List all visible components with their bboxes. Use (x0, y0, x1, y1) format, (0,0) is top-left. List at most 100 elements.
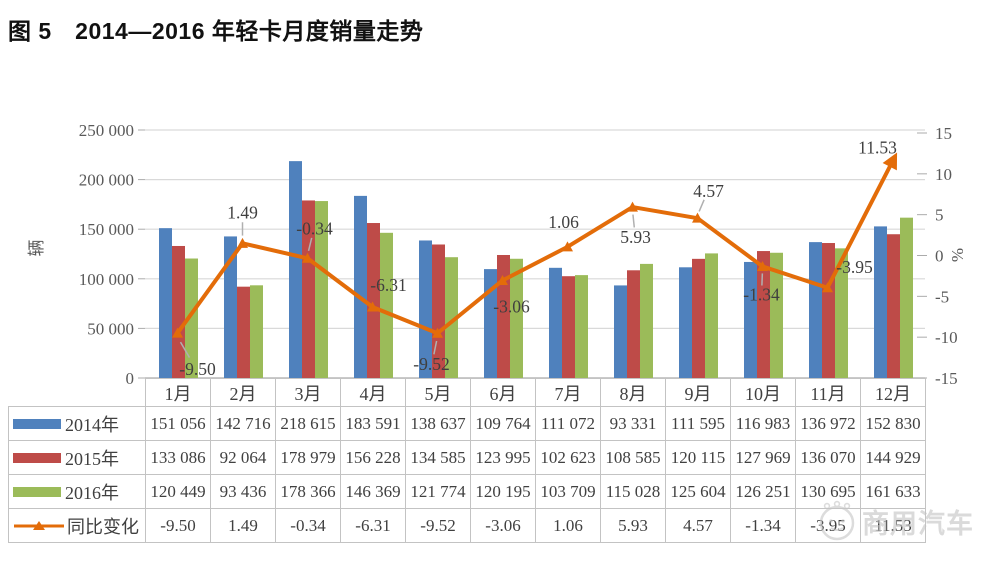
bar-2016年 (250, 285, 263, 378)
value-cell: 138 637 (405, 406, 471, 441)
value-cell: 93 436 (210, 474, 276, 509)
value-cell: 136 070 (795, 440, 861, 475)
table-corner-blank (9, 379, 146, 407)
legend-cell: 2015年 (8, 440, 146, 475)
bar-2015年 (237, 286, 250, 378)
month-header-cell: 6月 (470, 378, 536, 407)
value-cell: 103 709 (535, 474, 601, 509)
month-header-cell: 10月 (730, 378, 796, 407)
bar-2015年 (302, 200, 315, 378)
yoy-data-label: 11.53 (858, 137, 897, 157)
month-header-cell: 9月 (665, 378, 731, 407)
left-axis-tick-label: 50 000 (87, 319, 134, 338)
line-marker (562, 241, 573, 252)
bar-2014年 (549, 267, 562, 378)
value-cell: -0.34 (275, 508, 341, 543)
bar-2014年 (289, 161, 302, 378)
yoy-data-label: 5.93 (620, 227, 651, 247)
right-axis-tick-label: -15 (935, 369, 958, 388)
bar-2016年 (640, 263, 653, 378)
right-axis-tick-label: 0 (935, 247, 944, 266)
yoy-data-label: -3.06 (493, 296, 530, 316)
value-cell: -9.50 (145, 508, 211, 543)
value-cell: 111 595 (665, 406, 731, 441)
legend-swatch-bar (13, 418, 61, 429)
line-marker (627, 201, 638, 212)
bar-2014年 (224, 236, 237, 378)
bar-2014年 (419, 240, 432, 378)
value-cell: 218 615 (275, 406, 341, 441)
value-cell: -3.95 (795, 508, 861, 543)
label-leader-line (632, 214, 636, 228)
value-cell: 133 086 (145, 440, 211, 475)
bar-2016年 (185, 258, 198, 378)
data-table: 1月 2月 3月 4月 5月 6月 7月 8月 9月 10月 11月 12月 2014年 151 056 1… (8, 378, 926, 543)
bar-2016年 (705, 253, 718, 378)
table-row: 同比变化 -9.50 1.49 -0.34 -6.31 -9.52 -3.06 1.06 5.9… (8, 508, 926, 543)
bar-2015年 (627, 270, 640, 378)
month-header-cell: 11月 (795, 378, 861, 407)
yoy-data-label: -9.52 (413, 354, 449, 374)
bar-2015年 (887, 234, 900, 378)
right-axis-tick-label: -5 (935, 287, 949, 306)
value-cell: 120 449 (145, 474, 211, 509)
value-cell: 1.06 (535, 508, 601, 543)
bar-2016年 (835, 248, 848, 378)
bar-2016年 (380, 232, 393, 378)
value-cell: 152 830 (860, 406, 926, 441)
legend-swatch-line (14, 520, 64, 530)
month-header-cell: 5月 (405, 378, 471, 407)
legend-swatch-bar (13, 452, 61, 463)
bar-2016年 (575, 275, 588, 378)
value-cell: 161 633 (860, 474, 926, 509)
value-cell: 4.57 (665, 508, 731, 543)
value-cell: 136 972 (795, 406, 861, 441)
legend-swatch-bar (13, 486, 61, 497)
value-cell: 123 995 (470, 440, 536, 475)
legend-cell: 同比变化 (8, 508, 146, 543)
bar-2014年 (874, 226, 887, 378)
month-header-cell: 7月 (535, 378, 601, 407)
left-axis-tick-label: 100 000 (79, 270, 134, 289)
figure-title: 图 5 2014—2016 年轻卡月度销量走势 (8, 18, 424, 44)
bar-2014年 (744, 261, 757, 378)
value-cell: 178 979 (275, 440, 341, 475)
label-leader-line (698, 199, 705, 212)
month-header-cell: 4月 (340, 378, 406, 407)
bar-2015年 (757, 251, 770, 378)
month-header-row: 1月 2月 3月 4月 5月 6月 7月 8月 9月 10月 11月 12月 (9, 378, 926, 407)
table-row: 2015年 133 086 92 064 178 979 156 228 134 585 1… (8, 440, 926, 475)
legend-label: 2015年 (65, 448, 119, 469)
bar-2016年 (315, 201, 328, 378)
bar-2014年 (679, 267, 692, 378)
yoy-data-label: -3.95 (836, 257, 873, 277)
value-cell: -6.31 (340, 508, 406, 543)
value-cell: -9.52 (405, 508, 471, 543)
line-marker (237, 237, 248, 248)
yoy-data-label: 1.06 (548, 212, 579, 232)
value-cell: 92 064 (210, 440, 276, 475)
value-cell: 116 983 (730, 406, 796, 441)
yoy-line (175, 159, 895, 336)
label-leader-line (179, 341, 191, 358)
value-cell: 127 969 (730, 440, 796, 475)
value-cell: 178 366 (275, 474, 341, 509)
line-marker (497, 274, 508, 285)
value-cell: 120 115 (665, 440, 731, 475)
line-marker (822, 282, 833, 293)
month-header-cell: 1月 (145, 378, 211, 407)
bar-2015年 (367, 223, 380, 378)
line-marker (692, 212, 703, 223)
value-cell: 151 056 (145, 406, 211, 441)
yoy-data-label: -9.50 (179, 359, 216, 379)
legend-label: 2014年 (65, 414, 119, 435)
line-marker (172, 327, 183, 338)
value-cell: 146 369 (340, 474, 406, 509)
right-axis-title: % (948, 248, 967, 262)
value-cell: 142 716 (210, 406, 276, 441)
yoy-data-label: -6.31 (370, 275, 406, 295)
line-marker (432, 327, 443, 338)
line-marker (302, 252, 313, 263)
